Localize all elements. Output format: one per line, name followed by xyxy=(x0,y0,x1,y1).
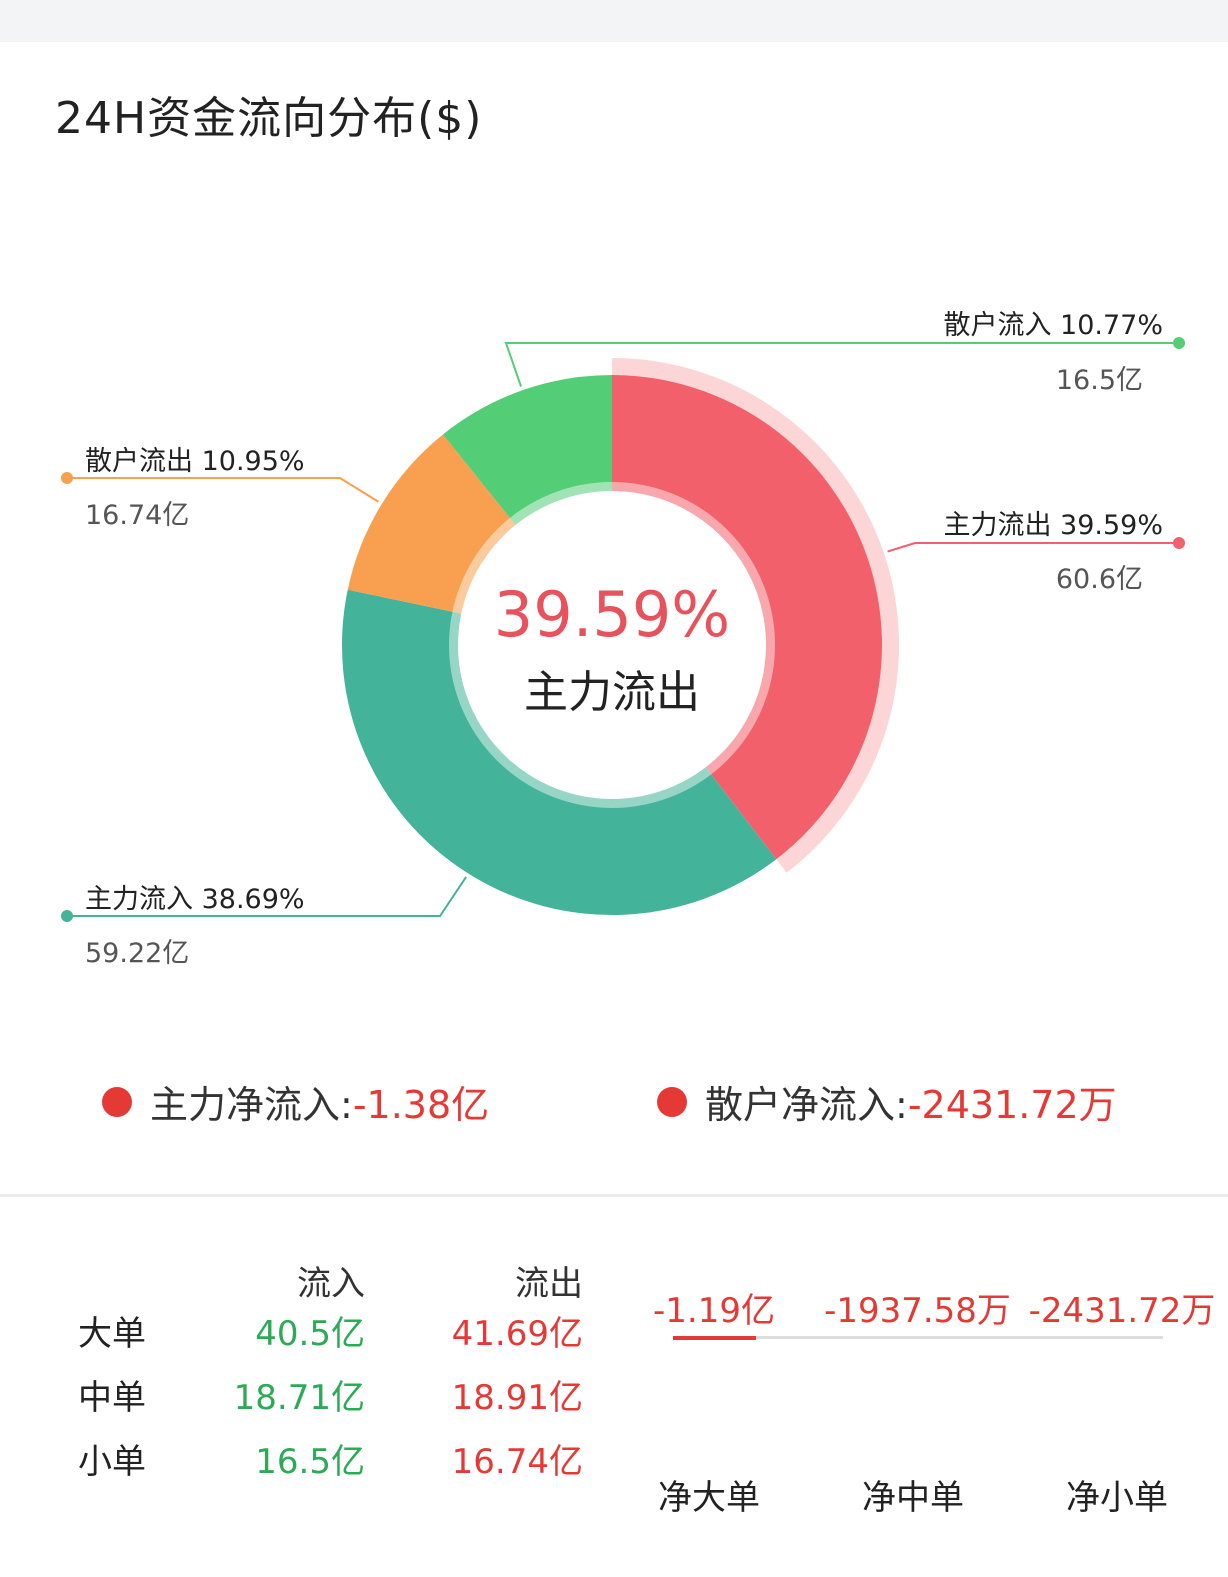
red-dot-icon xyxy=(102,1086,132,1117)
label-main-out: 主力流出 39.59% xyxy=(943,510,1163,541)
net-large-label: 净大单 xyxy=(658,1478,760,1518)
leader-line-1 xyxy=(67,876,467,917)
net-bar-track xyxy=(673,1336,1163,1339)
slice-0 xyxy=(612,375,882,860)
label-main-in: 主力流入 38.69% xyxy=(85,884,305,915)
net-retail-label: 散户净流入: xyxy=(705,1083,908,1127)
red-dot-icon xyxy=(657,1086,687,1117)
divider xyxy=(0,1194,1228,1197)
header-out: 流出 xyxy=(515,1264,583,1304)
leader-line-2 xyxy=(67,477,379,503)
large-in: 40.5亿 xyxy=(255,1314,365,1354)
large-out: 41.69亿 xyxy=(451,1314,583,1354)
net-main-label: 主力净流入: xyxy=(150,1083,353,1127)
net-retail: 散户净流入: -2431.72万 xyxy=(657,1074,1117,1129)
page-title: 24H资金流向分布($) xyxy=(55,93,483,144)
row-label-small: 小单 xyxy=(78,1442,146,1482)
leader-dot-0 xyxy=(1173,537,1185,549)
net-small-value: -2431.72万 xyxy=(1028,1291,1216,1331)
medium-in: 18.71亿 xyxy=(233,1378,365,1418)
amount-main-in: 59.22亿 xyxy=(85,938,190,969)
row-label-large: 大单 xyxy=(78,1314,146,1354)
net-bar-fill xyxy=(673,1336,757,1340)
net-main: 主力净流入: -1.38亿 xyxy=(102,1074,489,1129)
leader-dot-1 xyxy=(61,910,73,922)
slice-3 xyxy=(442,375,612,525)
slice-1 xyxy=(342,589,777,915)
slice-2 xyxy=(347,434,516,614)
row-label-medium: 中单 xyxy=(78,1378,146,1418)
net-large-value: -1.19亿 xyxy=(653,1291,775,1331)
inner-ring xyxy=(449,482,775,808)
net-main-value: -1.38亿 xyxy=(352,1083,490,1127)
center-label: 主力流出 xyxy=(524,667,700,718)
small-in: 16.5亿 xyxy=(255,1442,365,1482)
medium-out: 18.91亿 xyxy=(451,1378,583,1418)
leader-dot-3 xyxy=(1173,337,1185,349)
leader-line-3 xyxy=(504,342,1179,387)
net-retail-value: -2431.72万 xyxy=(907,1083,1117,1127)
leader-line-0 xyxy=(887,542,1179,553)
label-retail-out: 散户流出 10.95% xyxy=(85,446,305,477)
center-percent: 39.59% xyxy=(493,578,731,651)
header-in: 流入 xyxy=(297,1264,365,1304)
net-medium-value: -1937.58万 xyxy=(824,1291,1011,1331)
net-small-label: 净小单 xyxy=(1066,1478,1168,1518)
top-bar xyxy=(0,0,1228,42)
amount-main-out: 60.6亿 xyxy=(1055,564,1143,595)
donut-hole xyxy=(463,496,761,794)
amount-retail-out: 16.74亿 xyxy=(85,500,190,531)
small-out: 16.74亿 xyxy=(451,1442,583,1482)
label-retail-in: 散户流入 10.77% xyxy=(943,310,1163,341)
net-medium-label: 净中单 xyxy=(862,1478,964,1518)
amount-retail-in: 16.5亿 xyxy=(1055,365,1143,396)
leader-dot-2 xyxy=(61,472,73,484)
